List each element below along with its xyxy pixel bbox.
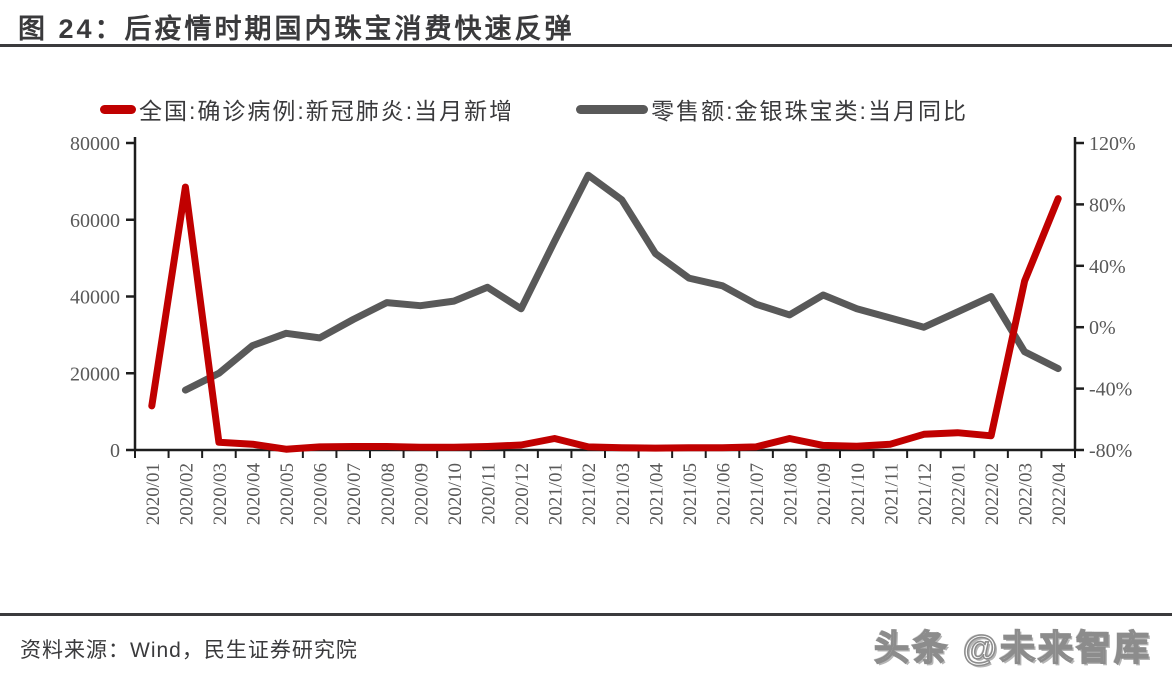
svg-text:2021/04: 2021/04 [646, 463, 667, 526]
svg-text:2020/06: 2020/06 [311, 463, 332, 525]
svg-text:2022/04: 2022/04 [1049, 463, 1070, 526]
svg-text:2020/08: 2020/08 [378, 463, 399, 525]
svg-text:0%: 0% [1089, 317, 1116, 339]
legend-marker-covid-icon [100, 104, 136, 114]
watermark: 头条 @未来智库 [873, 628, 1152, 669]
svg-text:2021/12: 2021/12 [915, 463, 936, 525]
svg-text:2021/02: 2021/02 [579, 463, 600, 525]
svg-text:2021/01: 2021/01 [546, 463, 567, 525]
legend-label-covid: 全国:确诊病例:新冠肺炎:当月新增 [139, 98, 515, 124]
svg-text:2020/01: 2020/01 [143, 463, 164, 525]
legend-marker-retail-icon [576, 104, 649, 114]
legend-item-covid: 全国:确诊病例:新冠肺炎:当月新增 [100, 92, 514, 126]
svg-text:2022/03: 2022/03 [1016, 463, 1037, 525]
source-note: 资料来源：Wind，民生证券研究院 [20, 639, 358, 662]
svg-text:2020/12: 2020/12 [512, 463, 533, 525]
svg-text:2021/07: 2021/07 [747, 463, 768, 525]
footer-divider [0, 613, 1172, 616]
svg-text:2021/05: 2021/05 [680, 463, 701, 525]
title-divider [0, 44, 1172, 47]
svg-text:2020/03: 2020/03 [210, 463, 231, 525]
svg-text:2022/02: 2022/02 [982, 463, 1003, 525]
svg-text:2020/10: 2020/10 [445, 463, 466, 525]
figure-title: 图 24：后疫情时期国内珠宝消费快速反弹 [18, 14, 575, 44]
svg-text:40%: 40% [1089, 256, 1126, 278]
svg-text:2020/11: 2020/11 [479, 463, 500, 525]
svg-text:-80%: -80% [1089, 440, 1132, 462]
svg-text:80%: 80% [1089, 194, 1126, 216]
svg-text:-40%: -40% [1089, 379, 1132, 401]
svg-text:0: 0 [110, 440, 120, 462]
svg-text:60000: 60000 [70, 210, 120, 232]
svg-text:20000: 20000 [70, 363, 120, 385]
svg-text:2020/09: 2020/09 [411, 463, 432, 525]
svg-text:120%: 120% [1089, 133, 1136, 155]
svg-text:80000: 80000 [70, 133, 120, 155]
svg-text:2021/09: 2021/09 [814, 463, 835, 525]
svg-text:2021/08: 2021/08 [781, 463, 802, 525]
legend-item-retail: 零售额:金银珠宝类:当月同比 [576, 92, 968, 126]
svg-text:2020/05: 2020/05 [277, 463, 298, 525]
chart-legend: 全国:确诊病例:新冠肺炎:当月新增 零售额:金银珠宝类:当月同比 [100, 92, 968, 126]
svg-text:2021/10: 2021/10 [848, 463, 869, 525]
svg-text:2021/06: 2021/06 [714, 463, 735, 525]
svg-text:2022/01: 2022/01 [949, 463, 970, 525]
legend-label-retail: 零售额:金银珠宝类:当月同比 [651, 98, 968, 124]
svg-text:40000: 40000 [70, 287, 120, 309]
svg-text:2021/11: 2021/11 [881, 463, 902, 525]
svg-text:2020/02: 2020/02 [176, 463, 197, 525]
svg-text:2020/07: 2020/07 [344, 463, 365, 525]
svg-text:2021/03: 2021/03 [613, 463, 634, 525]
svg-text:2020/04: 2020/04 [244, 463, 265, 526]
